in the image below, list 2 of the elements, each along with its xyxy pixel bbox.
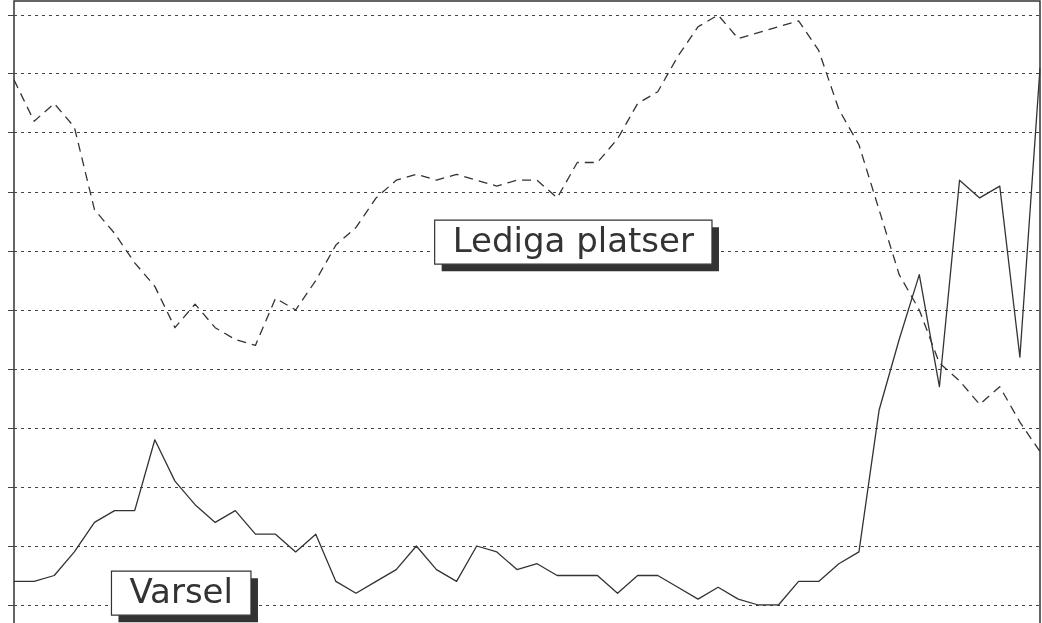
series-label: Lediga platser xyxy=(452,219,694,260)
series-label: Varsel xyxy=(129,571,233,612)
